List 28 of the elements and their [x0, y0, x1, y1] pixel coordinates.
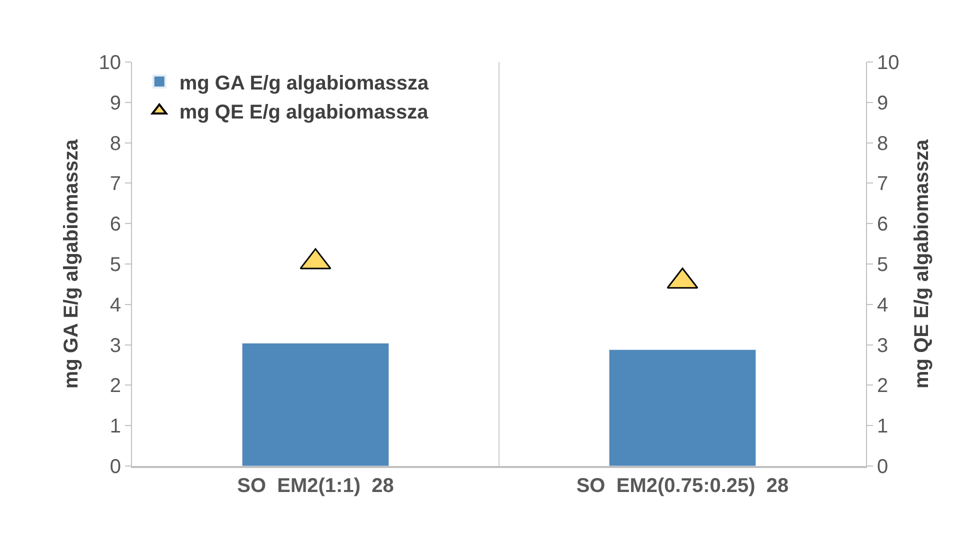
y-tick-label: 4 — [110, 294, 121, 316]
y-tick-label: 3 — [110, 334, 121, 357]
x-tick-label: SO EM2(0.75:0.25) 28 — [576, 475, 789, 497]
y2-tick-label: 10 — [877, 52, 900, 74]
y-axis-title: mg GA E/g algabiomassza — [60, 138, 82, 389]
y2-axis-title: mg QE E/g algabiomassza — [910, 138, 933, 388]
y-tick-label: 6 — [110, 214, 121, 236]
y-tick-label: 9 — [110, 92, 121, 114]
legend-label: mg QE E/g algabiomassza — [179, 101, 430, 124]
y2-tick-label: 2 — [877, 375, 888, 398]
y2-tick-label: 8 — [877, 132, 888, 155]
y-tick-label: 8 — [110, 132, 121, 155]
y-tick-label: 1 — [110, 416, 121, 438]
y2-tick-label: 3 — [877, 334, 888, 357]
y2-tick-label: 4 — [877, 294, 888, 316]
y2-tick-label: 9 — [877, 92, 888, 114]
y2-tick-label: 5 — [877, 254, 888, 276]
legend-label: mg GA E/g algabiomassza — [179, 72, 430, 94]
y-tick-label: 0 — [110, 456, 121, 478]
y2-tick-label: 1 — [877, 416, 888, 438]
y-tick-label: 7 — [110, 173, 121, 196]
y2-tick-label: 6 — [877, 214, 888, 236]
x-tick-label: SO EM2(1:1) 28 — [237, 475, 394, 497]
y2-tick-label: 0 — [877, 456, 888, 478]
y-tick-label: 2 — [110, 375, 121, 398]
y-tick-label: 5 — [110, 254, 121, 276]
y-tick-label: 10 — [98, 52, 121, 74]
y2-tick-label: 7 — [877, 173, 888, 196]
